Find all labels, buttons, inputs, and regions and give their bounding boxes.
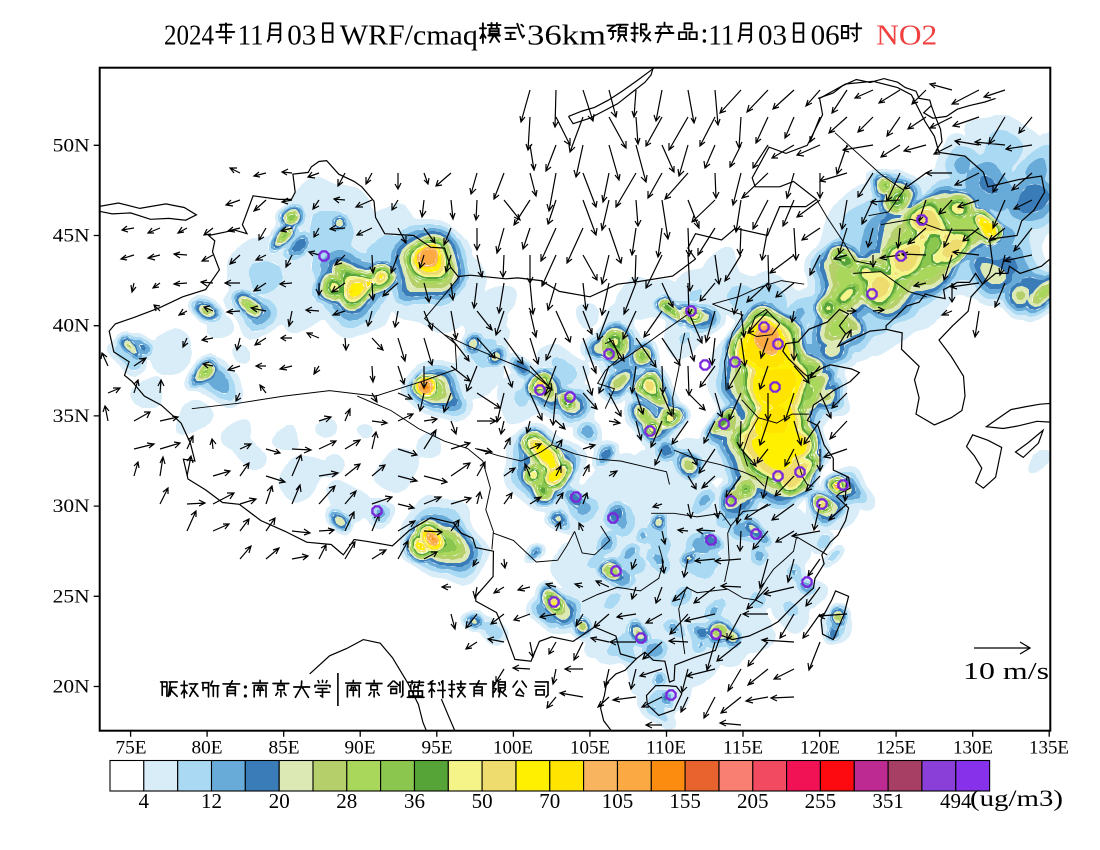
svg-text:135E: 135E <box>1029 739 1069 759</box>
svg-text:120E: 120E <box>800 739 840 759</box>
svg-text:10 m/s: 10 m/s <box>963 659 1049 685</box>
svg-text:205: 205 <box>737 789 769 813</box>
svg-text:20: 20 <box>269 789 290 813</box>
svg-text:36: 36 <box>404 789 425 813</box>
svg-text:12: 12 <box>201 789 222 813</box>
svg-text:50N: 50N <box>53 136 90 156</box>
svg-text:11: 11 <box>238 20 264 52</box>
svg-text:75E: 75E <box>116 739 147 759</box>
svg-text:100E: 100E <box>493 739 533 759</box>
svg-text:WRF/cmaq: WRF/cmaq <box>340 20 478 52</box>
svg-text:(ug/m3): (ug/m3) <box>970 786 1063 811</box>
svg-text:20N: 20N <box>53 678 90 698</box>
svg-text:4: 4 <box>139 789 150 813</box>
svg-text:85E: 85E <box>269 739 300 759</box>
svg-text:NO2: NO2 <box>876 20 937 52</box>
svg-text:36km: 36km <box>527 20 607 52</box>
svg-text:03: 03 <box>758 20 787 52</box>
svg-text:115E: 115E <box>723 739 763 759</box>
svg-text:351: 351 <box>872 789 904 813</box>
svg-text:35N: 35N <box>53 407 90 427</box>
svg-text:155: 155 <box>669 789 701 813</box>
svg-text:06: 06 <box>811 20 840 52</box>
svg-text:45N: 45N <box>53 227 90 247</box>
svg-text:80E: 80E <box>192 739 223 759</box>
svg-text:255: 255 <box>805 789 837 813</box>
svg-text:494: 494 <box>940 789 972 813</box>
svg-text:50: 50 <box>472 789 493 813</box>
svg-text:95E: 95E <box>422 739 453 759</box>
svg-text:130E: 130E <box>953 739 993 759</box>
svg-text:28: 28 <box>336 789 357 813</box>
svg-text:40N: 40N <box>53 317 90 337</box>
svg-text:30N: 30N <box>53 497 90 517</box>
svg-text:25N: 25N <box>53 587 90 607</box>
svg-text:11: 11 <box>708 20 734 52</box>
svg-text:2024: 2024 <box>164 20 214 52</box>
svg-text:125E: 125E <box>876 739 916 759</box>
svg-text:105: 105 <box>602 789 634 813</box>
svg-text:105E: 105E <box>570 739 610 759</box>
svg-text:90E: 90E <box>345 739 376 759</box>
svg-text:03: 03 <box>287 20 316 52</box>
svg-text:70: 70 <box>539 789 560 813</box>
svg-text:110E: 110E <box>646 739 686 759</box>
